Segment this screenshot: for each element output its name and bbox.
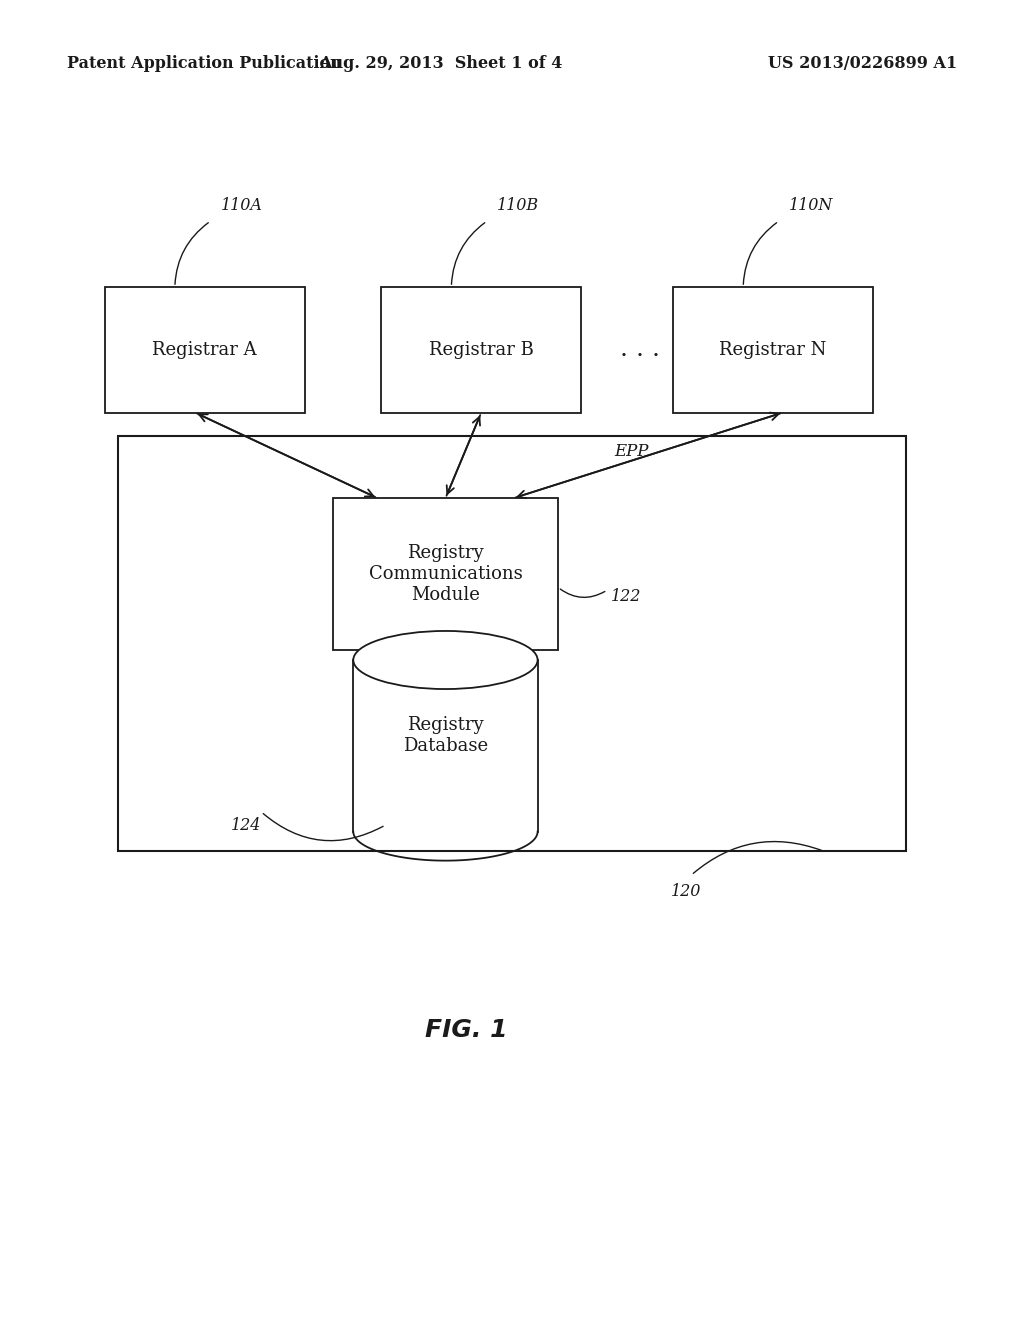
Bar [118,436,906,851]
Text: Registrar N: Registrar N [720,341,826,359]
Text: 124: 124 [230,817,261,833]
Text: Registrar A: Registrar A [153,341,257,359]
Text: 122: 122 [611,589,642,605]
Bar [674,288,872,412]
Text: Patent Application Publication: Patent Application Publication [67,55,341,71]
Text: . . .: . . . [620,338,660,362]
Text: Registry
Database: Registry Database [402,715,488,755]
Text: 120: 120 [671,883,701,899]
Bar [333,499,558,651]
Text: 110A: 110A [221,198,262,214]
Text: 110B: 110B [498,198,540,214]
Text: EPP: EPP [614,444,649,459]
Text: FIG. 1: FIG. 1 [425,1018,507,1041]
Text: US 2013/0226899 A1: US 2013/0226899 A1 [768,55,957,71]
Bar [381,288,581,412]
Text: Registrar B: Registrar B [429,341,534,359]
Bar [105,288,305,412]
Text: Aug. 29, 2013  Sheet 1 of 4: Aug. 29, 2013 Sheet 1 of 4 [318,55,562,71]
Text: Registry
Communications
Module: Registry Communications Module [369,544,522,605]
Bar [353,660,538,832]
Ellipse shape [353,631,538,689]
Text: 110N: 110N [790,198,834,214]
